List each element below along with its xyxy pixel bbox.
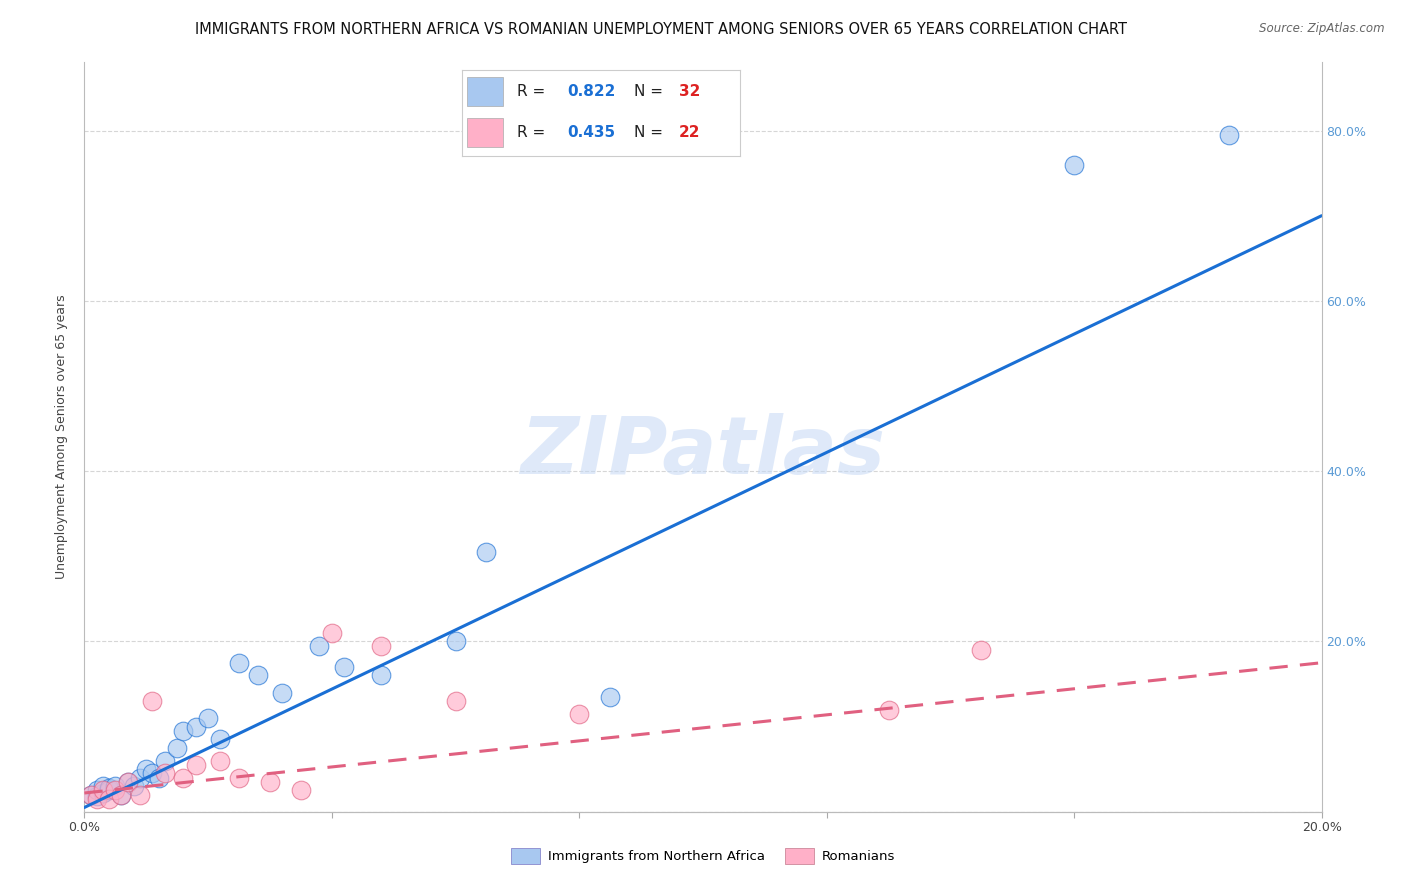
- Point: [172, 771, 194, 785]
- Point: [91, 786, 114, 800]
- Legend: Immigrants from Northern Africa, Romanians: Immigrants from Northern Africa, Romania…: [506, 843, 900, 869]
- Point: [153, 766, 176, 780]
- Point: [79, 788, 101, 802]
- Point: [290, 783, 312, 797]
- Point: [271, 685, 294, 699]
- Point: [91, 779, 114, 793]
- Point: [228, 656, 250, 670]
- Point: [1063, 158, 1085, 172]
- Text: IMMIGRANTS FROM NORTHERN AFRICA VS ROMANIAN UNEMPLOYMENT AMONG SENIORS OVER 65 Y: IMMIGRANTS FROM NORTHERN AFRICA VS ROMAN…: [195, 22, 1126, 37]
- Point: [110, 788, 132, 802]
- Point: [86, 783, 108, 797]
- Point: [228, 771, 250, 785]
- Point: [110, 788, 132, 802]
- Point: [129, 788, 152, 802]
- Point: [444, 634, 467, 648]
- Point: [444, 694, 467, 708]
- Point: [129, 771, 152, 785]
- Point: [209, 754, 232, 768]
- Point: [141, 694, 163, 708]
- Point: [184, 757, 207, 772]
- Point: [117, 775, 139, 789]
- Point: [98, 792, 121, 806]
- Point: [135, 762, 157, 776]
- Point: [86, 792, 108, 806]
- Point: [86, 789, 108, 804]
- Point: [148, 771, 170, 785]
- Point: [209, 732, 232, 747]
- Point: [79, 788, 101, 802]
- Point: [475, 545, 498, 559]
- Point: [877, 702, 900, 716]
- Point: [98, 783, 121, 797]
- Point: [321, 626, 343, 640]
- Point: [246, 668, 269, 682]
- Point: [184, 720, 207, 734]
- Point: [333, 660, 356, 674]
- Point: [970, 643, 993, 657]
- Point: [98, 780, 121, 795]
- Point: [568, 706, 591, 721]
- Point: [91, 783, 114, 797]
- Point: [370, 639, 392, 653]
- Point: [117, 775, 139, 789]
- Point: [172, 723, 194, 738]
- Point: [1218, 128, 1240, 142]
- Point: [153, 754, 176, 768]
- Point: [259, 775, 281, 789]
- Point: [104, 783, 127, 797]
- Point: [122, 779, 145, 793]
- Text: Source: ZipAtlas.com: Source: ZipAtlas.com: [1260, 22, 1385, 36]
- Point: [599, 690, 621, 704]
- Y-axis label: Unemployment Among Seniors over 65 years: Unemployment Among Seniors over 65 years: [55, 294, 69, 580]
- Point: [370, 668, 392, 682]
- Point: [308, 639, 330, 653]
- Point: [104, 779, 127, 793]
- Point: [197, 711, 219, 725]
- Text: ZIPatlas: ZIPatlas: [520, 413, 886, 491]
- Point: [141, 766, 163, 780]
- Point: [166, 740, 188, 755]
